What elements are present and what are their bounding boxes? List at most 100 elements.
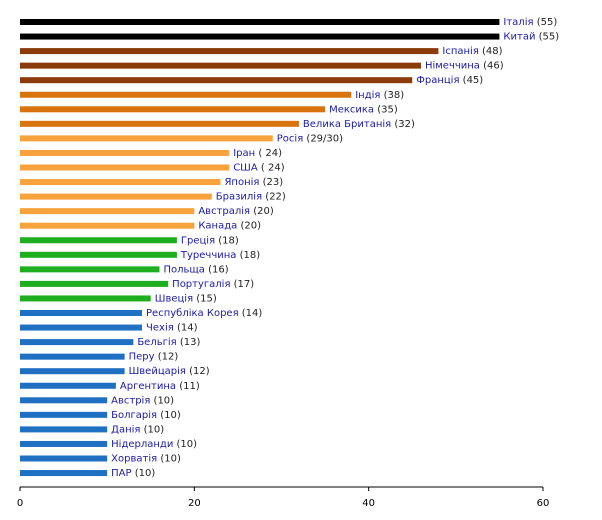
value-label: (18) — [218, 235, 239, 246]
value-label: (55) — [537, 17, 558, 28]
bar — [20, 179, 221, 186]
value-label: (55) — [539, 32, 560, 43]
category-label[interactable]: США — [233, 163, 258, 174]
category-label[interactable]: Бельгія — [137, 336, 176, 348]
value-label: (10) — [160, 454, 181, 465]
bar-label: Мексика (35) — [329, 104, 398, 115]
category-label[interactable]: Австралія — [198, 205, 250, 217]
category-label[interactable]: Польща — [163, 264, 204, 275]
bar — [20, 310, 143, 316]
bar-label: Німеччина (46) — [425, 60, 504, 72]
bar-label: Австрія (10) — [111, 394, 174, 406]
value-label: (46) — [483, 61, 504, 72]
bar-label: Китай (55) — [503, 32, 559, 43]
value-label: (11) — [179, 381, 200, 392]
x-tick-label: 40 — [362, 498, 375, 509]
category-label[interactable]: Аргентина — [120, 381, 176, 392]
value-label: (10) — [144, 424, 165, 435]
category-label[interactable]: Велика Британія — [303, 118, 391, 130]
value-label: (45) — [463, 75, 484, 86]
value-label: (17) — [234, 279, 255, 290]
bar — [20, 62, 421, 69]
bar-label: Бразилія (22) — [216, 191, 286, 203]
bar-label: Канада (20) — [198, 221, 261, 232]
bar-label: Болгарія (10) — [111, 409, 181, 421]
bar — [20, 440, 108, 447]
category-label[interactable]: ПАР — [111, 468, 131, 479]
category-label[interactable]: Німеччина — [425, 60, 480, 72]
bar — [20, 222, 195, 229]
category-label[interactable]: Хорватія — [111, 453, 157, 465]
bar-label: Польща (16) — [163, 264, 228, 275]
bar-label: Італія (55) — [503, 16, 557, 28]
bar — [20, 106, 326, 113]
value-label: (12) — [189, 366, 210, 377]
bar — [20, 120, 299, 127]
category-label[interactable]: Туреччина — [180, 250, 237, 261]
bar-label: Росія (29/30) — [277, 132, 343, 144]
category-label[interactable]: Португалія — [172, 278, 230, 290]
bar-label: Нідерланди (10) — [111, 438, 197, 450]
bar — [20, 397, 108, 404]
bar-label: ПАР (10) — [111, 468, 155, 479]
bar-label: Португалія (17) — [172, 278, 254, 290]
bar — [20, 382, 116, 389]
value-label: (18) — [240, 250, 261, 261]
category-label[interactable]: Греція — [181, 234, 215, 246]
value-label: (23) — [263, 177, 284, 188]
x-tick-label: 0 — [17, 498, 23, 509]
value-label: (14) — [242, 308, 263, 319]
category-label[interactable]: Перу — [129, 352, 155, 363]
category-label[interactable]: Бразилія — [216, 191, 262, 203]
bar — [20, 77, 413, 84]
category-label[interactable]: Болгарія — [111, 409, 157, 421]
bar-label: Республіка Корея (14) — [146, 307, 262, 319]
category-label[interactable]: Канада — [198, 221, 237, 232]
value-label: (12) — [158, 352, 179, 363]
category-label[interactable]: Австрія — [111, 394, 150, 406]
bar — [20, 208, 195, 215]
bar-label: Данія (10) — [111, 423, 164, 435]
x-tick-label: 20 — [188, 498, 201, 509]
bar — [20, 149, 230, 156]
category-label[interactable]: Швейцарія — [129, 365, 186, 377]
category-label[interactable]: Іран — [233, 148, 255, 159]
category-label[interactable]: Іспанія — [442, 45, 478, 57]
category-label[interactable]: Чехія — [146, 322, 174, 334]
category-label[interactable]: Франція — [416, 74, 459, 86]
value-label: (32) — [394, 119, 415, 130]
value-label: (14) — [177, 323, 198, 334]
x-tick-label: 60 — [537, 498, 550, 509]
category-label[interactable]: Нідерланди — [111, 438, 173, 450]
category-label[interactable]: Китай — [503, 32, 535, 43]
category-label[interactable]: Швеція — [155, 292, 193, 304]
bar-label: Австралія (20) — [198, 205, 274, 217]
bar — [20, 339, 134, 346]
value-label: (16) — [208, 264, 229, 275]
category-label[interactable]: Індія — [355, 89, 380, 101]
bar — [20, 48, 439, 55]
category-label[interactable]: Японія — [224, 176, 259, 188]
bar-label: США ( 24) — [233, 163, 285, 174]
value-label: (15) — [196, 293, 217, 304]
bar — [20, 237, 177, 244]
category-label[interactable]: Мексика — [329, 104, 374, 115]
category-label[interactable]: Данія — [111, 423, 140, 435]
bar — [20, 324, 143, 331]
category-label[interactable]: Італія — [503, 16, 533, 28]
bar — [20, 426, 108, 433]
bar — [20, 470, 108, 477]
bar — [20, 164, 230, 171]
bar — [20, 135, 273, 142]
bar — [20, 91, 352, 98]
bar-label: Іран ( 24) — [233, 148, 282, 159]
bar-label: Японія (23) — [224, 176, 283, 188]
value-label: (29/30) — [306, 133, 343, 144]
category-label[interactable]: Республіка Корея — [146, 307, 239, 319]
bar-label: Індія (38) — [355, 89, 404, 101]
category-label[interactable]: Росія — [277, 132, 303, 144]
bar-label: Бельгія (13) — [137, 336, 200, 348]
bar-label: Греція (18) — [181, 234, 239, 246]
bar — [20, 455, 108, 462]
